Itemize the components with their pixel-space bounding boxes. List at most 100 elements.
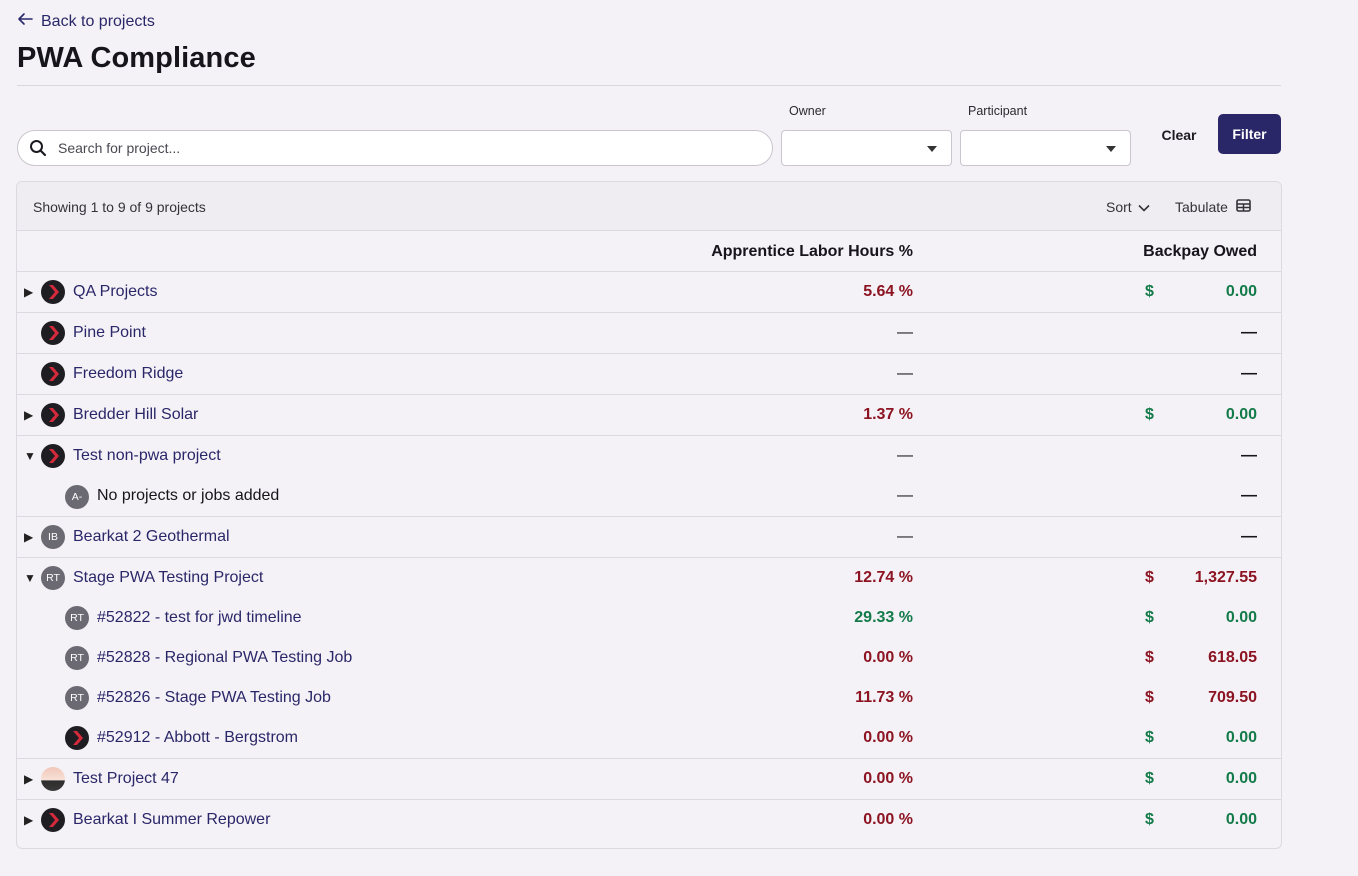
triangle-right-icon[interactable]: ▶ xyxy=(24,813,34,827)
filter-button[interactable]: Filter xyxy=(1218,114,1281,154)
currency-symbol: $ xyxy=(1145,649,1154,666)
triangle-down-icon[interactable]: ▼ xyxy=(24,449,36,463)
backpay-amount: — xyxy=(1241,447,1257,464)
backpay-amount: 0.00 xyxy=(1225,283,1257,300)
search-input[interactable] xyxy=(58,140,738,156)
backpay-amount: — xyxy=(1241,365,1257,382)
triangle-right-icon[interactable]: ▶ xyxy=(24,408,34,422)
owner-label: Owner xyxy=(789,104,826,118)
backpay-amount: — xyxy=(1241,324,1257,341)
apprentice-pct: — xyxy=(897,324,913,341)
triangle-right-icon[interactable]: ▶ xyxy=(24,772,34,786)
apprentice-pct: 11.73 % xyxy=(855,689,913,706)
table-row[interactable]: ▶ IB Bearkat 2 Geothermal — — xyxy=(17,517,1281,558)
currency-symbol: $ xyxy=(1145,689,1154,706)
caret-down-icon xyxy=(927,146,937,152)
apprentice-pct: 1.37 % xyxy=(863,406,913,423)
company-logo-avatar xyxy=(41,321,65,345)
col-backpay-owed: Backpay Owed xyxy=(1143,243,1257,260)
company-logo-avatar xyxy=(41,403,65,427)
table-row[interactable]: Freedom Ridge — — xyxy=(17,354,1281,395)
project-name[interactable]: Pine Point xyxy=(73,324,146,341)
table-header: Apprentice Labor Hours % Backpay Owed xyxy=(17,231,1281,272)
avatar: RT xyxy=(41,566,65,590)
job-name[interactable]: #52826 - Stage PWA Testing Job xyxy=(97,689,331,706)
backpay-amount: — xyxy=(1241,487,1257,504)
back-to-projects-link[interactable]: Back to projects xyxy=(17,11,155,32)
company-logo-avatar xyxy=(41,808,65,832)
tabulate-button[interactable]: Tabulate xyxy=(1175,199,1251,215)
avatar: RT xyxy=(65,606,89,630)
avatar: RT xyxy=(65,686,89,710)
table-icon xyxy=(1236,199,1251,215)
participant-select[interactable] xyxy=(960,130,1131,166)
triangle-down-icon[interactable]: ▼ xyxy=(24,571,36,585)
arrow-left-icon xyxy=(17,11,33,32)
caret-down-icon xyxy=(1106,146,1116,152)
currency-symbol: $ xyxy=(1145,406,1154,423)
table-row[interactable]: ▶ Bearkat I Summer Repower 0.00 % $ 0.00 xyxy=(17,800,1281,841)
job-name[interactable]: #52822 - test for jwd timeline xyxy=(97,609,302,626)
project-name[interactable]: Test Project 47 xyxy=(73,770,179,787)
project-name[interactable]: Test non-pwa project xyxy=(73,447,221,464)
table-row[interactable]: Pine Point — — xyxy=(17,313,1281,354)
owner-select[interactable] xyxy=(781,130,952,166)
empty-state-text: No projects or jobs added xyxy=(97,487,280,504)
apprentice-pct: 0.00 % xyxy=(863,649,913,666)
projects-table: Showing 1 to 9 of 9 projects Sort Tabula… xyxy=(16,181,1282,849)
backpay-amount: 1,327.55 xyxy=(1194,569,1257,586)
company-logo-avatar xyxy=(65,726,89,750)
participant-label: Participant xyxy=(968,104,1028,118)
project-search[interactable] xyxy=(17,130,773,166)
col-apprentice-hours: Apprentice Labor Hours % xyxy=(711,243,913,260)
apprentice-pct: — xyxy=(897,487,913,504)
company-logo-avatar xyxy=(41,280,65,304)
title-divider xyxy=(17,85,1281,86)
chevron-down-icon xyxy=(1138,199,1150,215)
avatar: A- xyxy=(65,485,89,509)
project-photo-avatar xyxy=(41,767,65,791)
company-logo-avatar xyxy=(41,444,65,468)
project-name[interactable]: Bredder Hill Solar xyxy=(73,406,199,423)
table-row[interactable]: ▶ Bredder Hill Solar 1.37 % $ 0.00 xyxy=(17,395,1281,436)
currency-symbol: $ xyxy=(1145,770,1154,787)
project-name[interactable]: QA Projects xyxy=(73,283,158,300)
job-name[interactable]: #52828 - Regional PWA Testing Job xyxy=(97,649,353,666)
apprentice-pct: 5.64 % xyxy=(863,283,913,300)
project-name[interactable]: Freedom Ridge xyxy=(73,365,184,382)
sort-button[interactable]: Sort xyxy=(1106,199,1150,215)
project-name[interactable]: Bearkat 2 Geothermal xyxy=(73,528,230,545)
avatar: RT xyxy=(65,646,89,670)
sort-label: Sort xyxy=(1106,199,1132,215)
apprentice-pct: — xyxy=(897,528,913,545)
table-row[interactable]: ▶ QA Projects 5.64 % $ 0.00 xyxy=(17,272,1281,313)
table-row[interactable]: ▶ Test Project 47 0.00 % $ 0.00 xyxy=(17,759,1281,800)
avatar: IB xyxy=(41,525,65,549)
apprentice-pct: — xyxy=(897,365,913,382)
apprentice-pct: — xyxy=(897,447,913,464)
table-toolbar: Showing 1 to 9 of 9 projects Sort Tabula… xyxy=(17,182,1281,231)
triangle-right-icon[interactable]: ▶ xyxy=(24,285,34,299)
search-icon xyxy=(28,138,48,158)
backpay-amount: 618.05 xyxy=(1208,649,1257,666)
project-name[interactable]: Stage PWA Testing Project xyxy=(73,569,264,586)
back-link-label: Back to projects xyxy=(41,12,155,30)
tabulate-label: Tabulate xyxy=(1175,199,1228,215)
page-title: PWA Compliance xyxy=(17,42,256,74)
results-count: Showing 1 to 9 of 9 projects xyxy=(33,199,206,215)
backpay-amount: 0.00 xyxy=(1225,811,1257,828)
currency-symbol: $ xyxy=(1145,729,1154,746)
currency-symbol: $ xyxy=(1145,609,1154,626)
backpay-amount: 709.50 xyxy=(1208,689,1257,706)
job-name[interactable]: #52912 - Abbott - Bergstrom xyxy=(97,729,298,746)
apprentice-pct: 29.33 % xyxy=(854,609,913,626)
table-row-group: ▼ RT Stage PWA Testing Project 12.74 % $… xyxy=(17,558,1281,759)
project-name[interactable]: Bearkat I Summer Repower xyxy=(73,811,271,828)
clear-button[interactable]: Clear xyxy=(1152,124,1206,146)
apprentice-pct: 0.00 % xyxy=(863,770,913,787)
triangle-right-icon[interactable]: ▶ xyxy=(24,530,34,544)
apprentice-pct: 0.00 % xyxy=(863,729,913,746)
table-row-group: ▼ Test non-pwa project — — A- No project… xyxy=(17,436,1281,517)
backpay-amount: 0.00 xyxy=(1225,729,1257,746)
apprentice-pct: 12.74 % xyxy=(854,569,913,586)
